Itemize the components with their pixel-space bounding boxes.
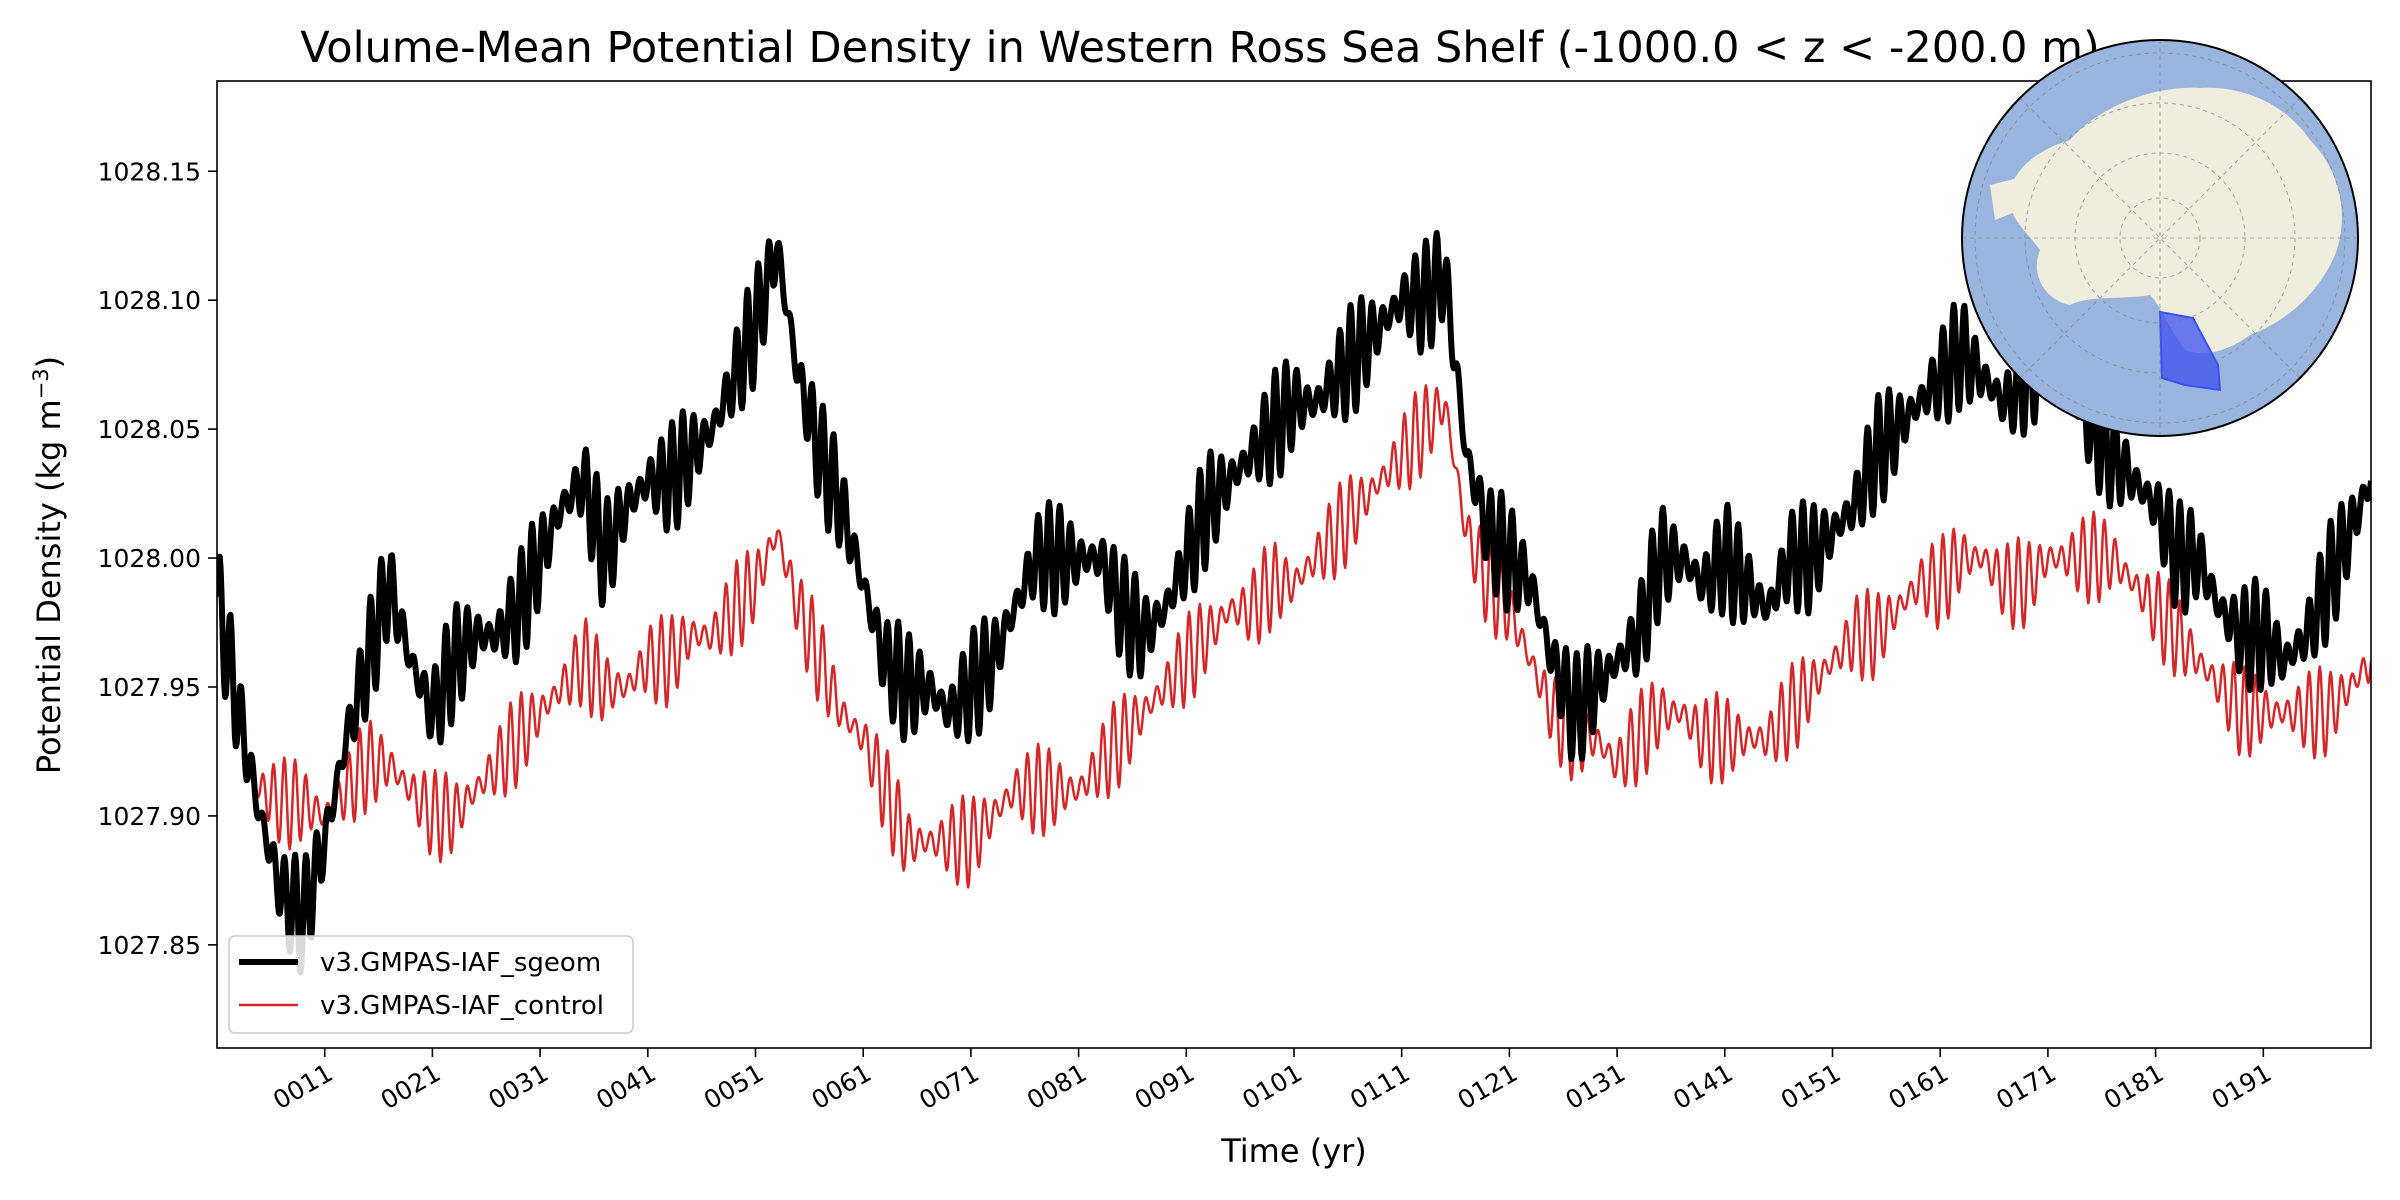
antarctica-land xyxy=(1990,87,2342,354)
x-tick-label: 0061 xyxy=(807,1058,877,1115)
x-tick-label: 0151 xyxy=(1776,1058,1846,1115)
y-axis-label: Potential Density (kg m−3) xyxy=(29,356,68,774)
y-axis: 1027.85 1027.90 1027.95 1028.00 1028.05 1028.… xyxy=(98,157,217,960)
x-tick-label: 0051 xyxy=(699,1058,769,1115)
x-tick-label: 0121 xyxy=(1453,1058,1523,1115)
x-tick-label: 0021 xyxy=(376,1058,446,1115)
series-line-control xyxy=(217,384,2371,889)
x-tick-label: 0091 xyxy=(1130,1058,1200,1115)
chart-title: Volume-Mean Potential Density in Western… xyxy=(300,23,2100,73)
x-tick-label: 0141 xyxy=(1668,1058,1738,1115)
x-tick-label: 0111 xyxy=(1345,1058,1415,1115)
x-tick-label: 0011 xyxy=(268,1058,338,1115)
legend-label-sgeom: v3.GMPAS-IAF_sgeom xyxy=(320,948,601,978)
series-line-sgeom xyxy=(217,230,2371,976)
x-tick-label: 0191 xyxy=(2207,1058,2277,1115)
x-tick-label: 0171 xyxy=(1991,1058,2061,1115)
x-tick-label: 0101 xyxy=(1237,1058,1307,1115)
x-axis: 0011 0021 0031 0041 0051 0061 0071 0081 0091 0101… xyxy=(268,1048,2276,1115)
graticule-circle xyxy=(2119,197,2201,279)
graticule-meridian xyxy=(2019,97,2301,379)
legend: v3.GMPAS-IAF_sgeom v3.GMPAS-IAF_control xyxy=(228,935,634,1034)
x-tick-label: 0081 xyxy=(1022,1058,1092,1115)
map-border xyxy=(1961,39,2359,437)
x-tick-label: 0131 xyxy=(1560,1058,1630,1115)
x-tick-label: 0071 xyxy=(914,1058,984,1115)
legend-box xyxy=(228,935,634,1034)
y-tick-label: 1028.15 xyxy=(98,157,201,186)
y-tick-label: 1027.95 xyxy=(98,673,201,702)
graticule-circle xyxy=(2024,102,2296,374)
x-tick-label: 0041 xyxy=(591,1058,661,1115)
y-tick-label: 1027.90 xyxy=(98,802,201,831)
y-axis-label-close: ) xyxy=(30,356,68,368)
y-axis-label-main: Potential Density (kg m xyxy=(30,399,68,774)
y-tick-label: 1028.10 xyxy=(98,286,201,315)
x-axis-label: Time (yr) xyxy=(1220,1132,1367,1170)
y-tick-label: 1027.85 xyxy=(98,931,201,960)
graticule-circle xyxy=(1974,52,2346,424)
graticule-meridian xyxy=(2019,97,2301,379)
y-tick-label: 1028.05 xyxy=(98,415,201,444)
series-lines xyxy=(217,230,2371,976)
legend-label-control: v3.GMPAS-IAF_control xyxy=(320,991,604,1021)
map-graticule xyxy=(1962,40,2358,436)
x-tick-label: 0181 xyxy=(2099,1058,2169,1115)
inset-map xyxy=(1961,39,2359,437)
y-tick-label: 1028.00 xyxy=(98,544,201,573)
western-ross-sea-region xyxy=(2158,310,2222,392)
x-tick-label: 0031 xyxy=(483,1058,553,1115)
x-tick-label: 0161 xyxy=(1884,1058,1954,1115)
map-content xyxy=(1962,40,2358,436)
y-axis-label-exponent: −3 xyxy=(29,368,53,399)
